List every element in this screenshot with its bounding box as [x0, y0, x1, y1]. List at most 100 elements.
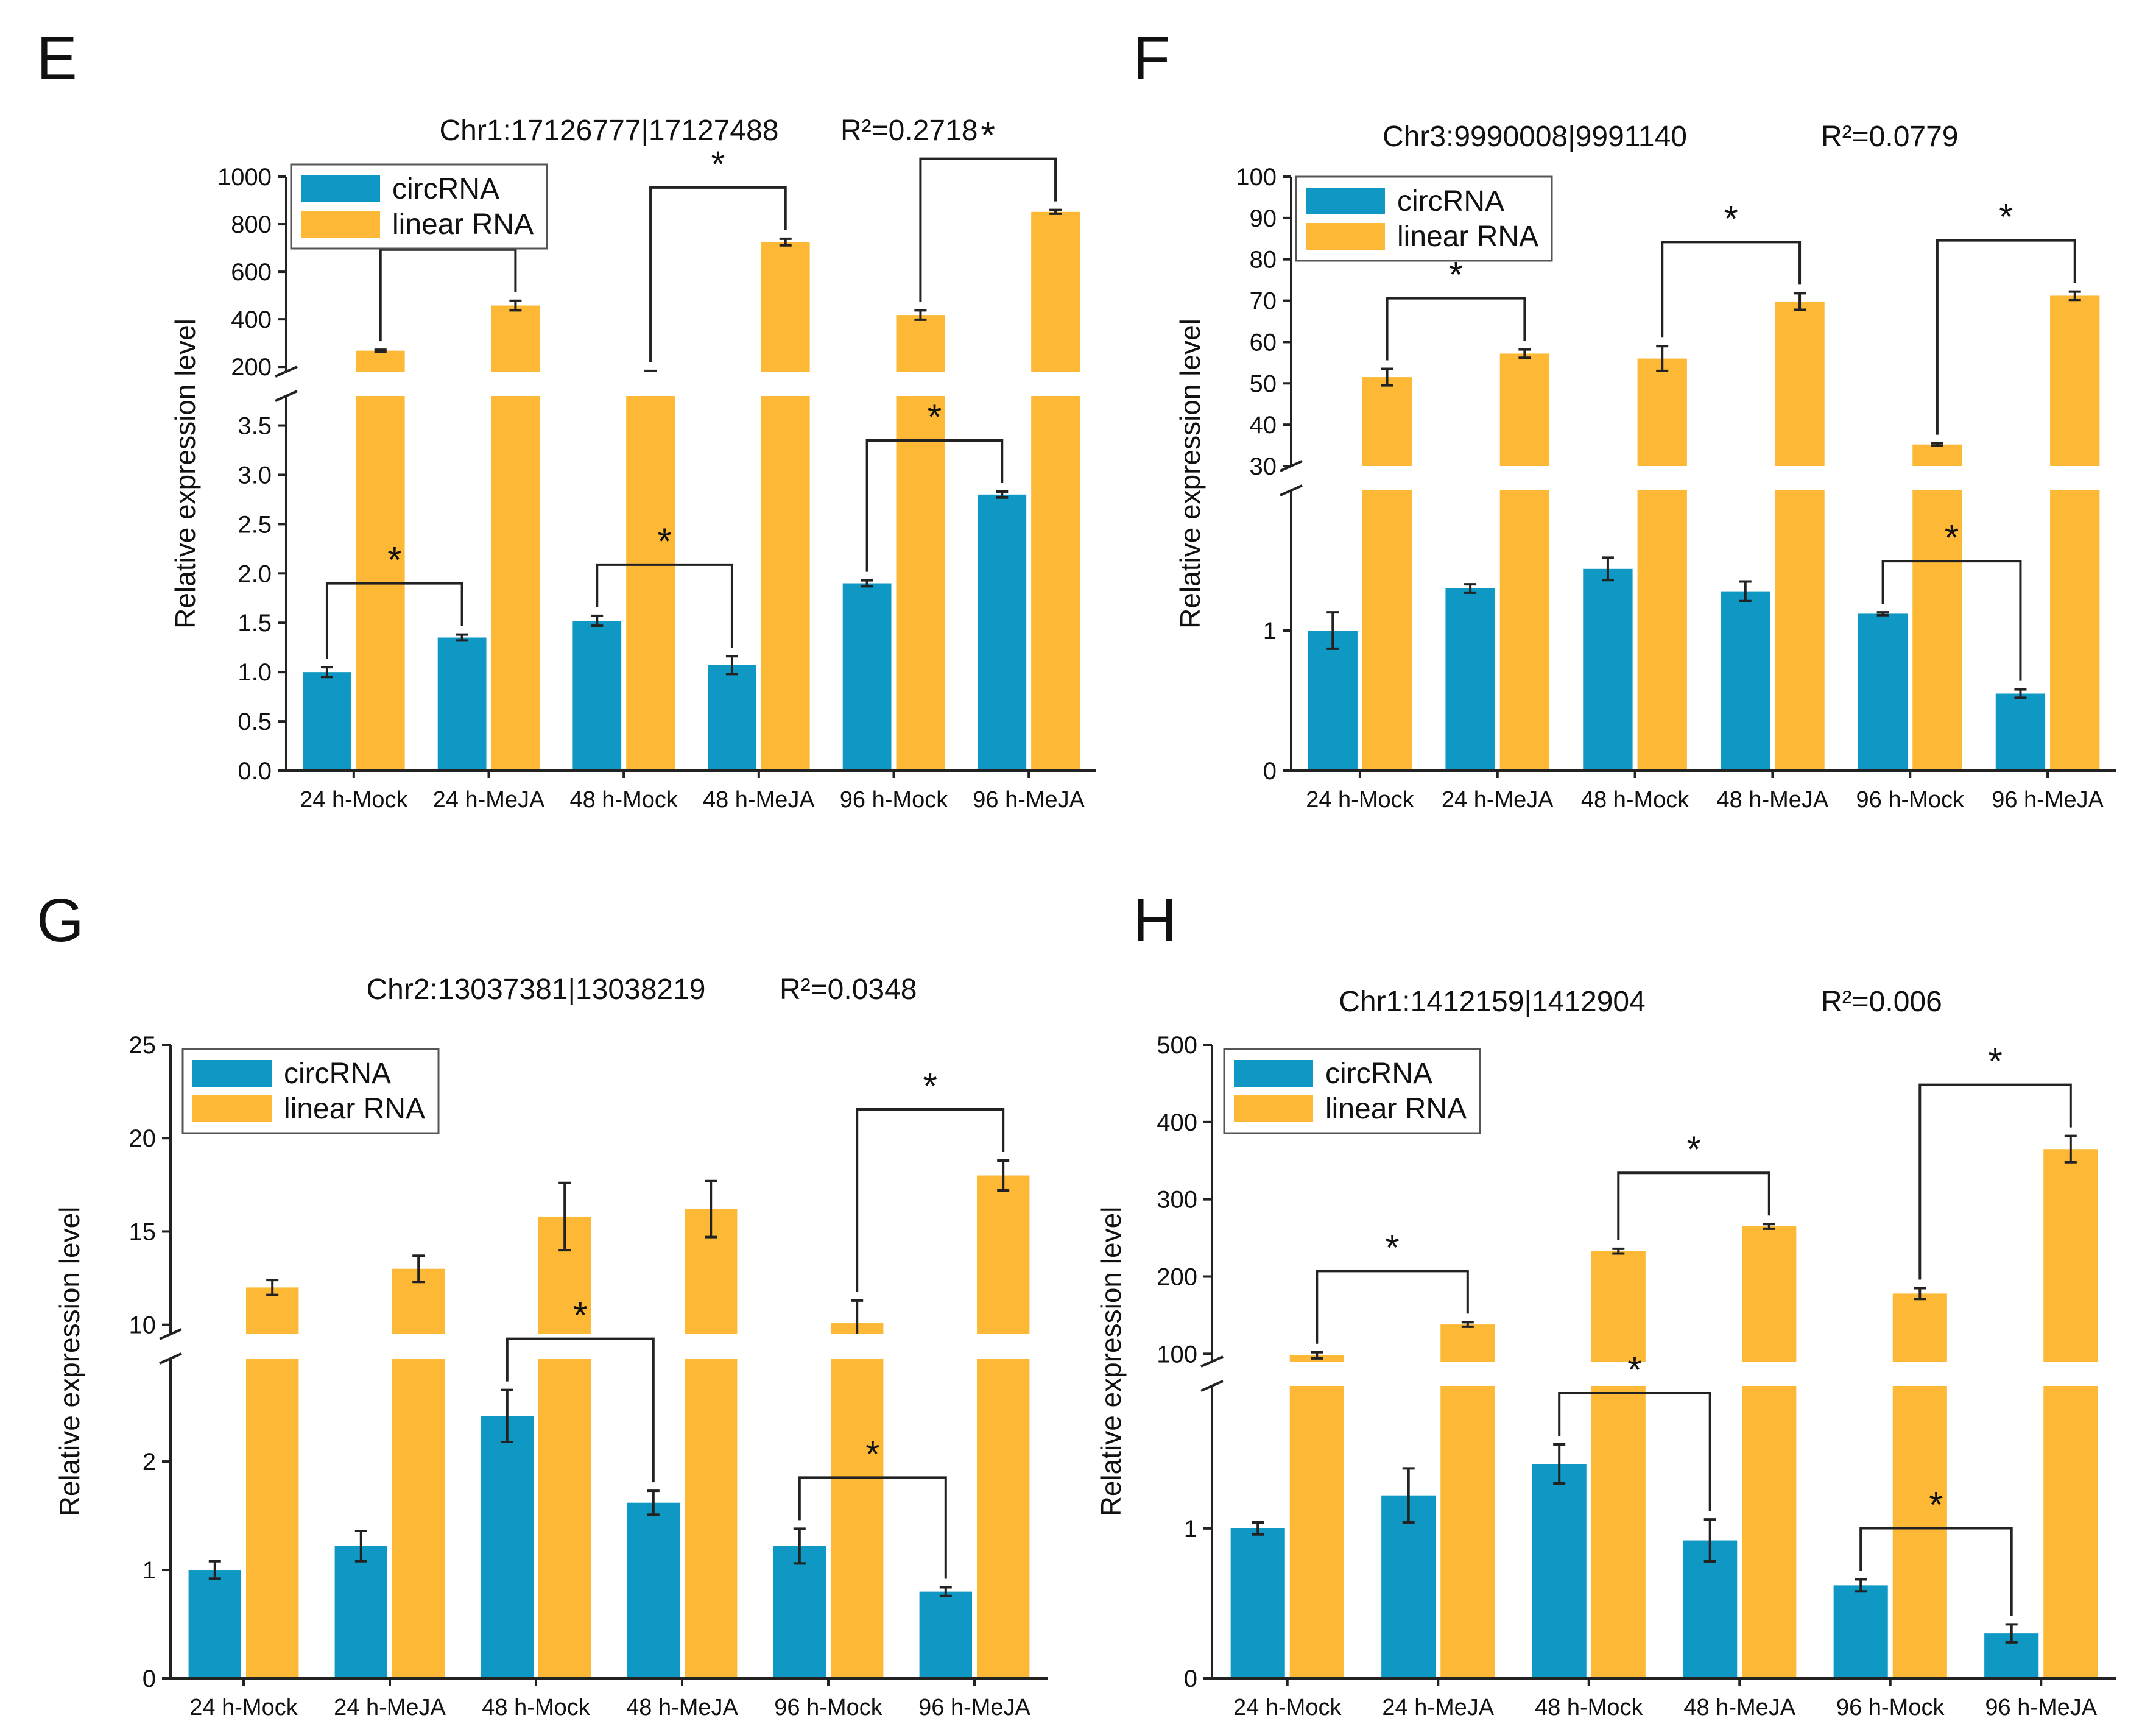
- y-tick-label: 20: [129, 1125, 157, 1152]
- axis-break-mark: [275, 366, 298, 378]
- linear-bar-3: [761, 242, 810, 771]
- x-tick-label: 24 h-MeJA: [334, 1695, 446, 1720]
- significance-star: *: [1627, 1349, 1641, 1390]
- y-axis-label: Relative expression level: [1095, 1207, 1127, 1517]
- circ-bar-0: [1230, 1528, 1285, 1678]
- x-tick-label: 24 h-MeJA: [433, 787, 545, 813]
- x-tick-label: 24 h-MeJA: [1442, 787, 1554, 813]
- significance-bracket: [856, 1108, 1005, 1292]
- significance-bracket: [379, 248, 517, 342]
- circ-bar-1: [1381, 1495, 1436, 1678]
- legend-label-linear: linear RNA: [392, 208, 534, 241]
- y-tick-label: 50: [1250, 370, 1277, 397]
- linear-bar-0: [1362, 377, 1412, 771]
- x-tick-label: 48 h-MeJA: [1717, 787, 1829, 813]
- legend-label-circ: circRNA: [392, 173, 499, 205]
- axis-break-mark: [159, 1328, 182, 1340]
- significance-bracket: [919, 157, 1057, 302]
- legend-swatch-circ: [301, 175, 380, 202]
- legend-label-linear: linear RNA: [1325, 1093, 1467, 1125]
- x-tick-label: 24 h-Mock: [1306, 787, 1414, 813]
- r-squared-label: R²=0.0779: [1821, 121, 1959, 153]
- circ-bar-5: [919, 1591, 972, 1678]
- axis-break-mark: [1200, 1380, 1224, 1392]
- significance-star: *: [923, 1065, 937, 1106]
- x-tick-label: 24 h-Mock: [300, 787, 408, 813]
- significance-bracket: [1859, 1527, 2013, 1616]
- chart-panel-e: E Chr1:17126777|17127488 R²=0.2718 200 400 60…: [37, 24, 1097, 813]
- panel-letter: G: [37, 886, 84, 955]
- circ-bar-1: [437, 637, 487, 771]
- x-tick-label: 96 h-Mock: [1856, 787, 1965, 813]
- axis-break-gap: [285, 372, 1097, 396]
- axis-break-gap: [1211, 1362, 2118, 1386]
- y-tick-label: 1000: [217, 164, 272, 191]
- y-tick-label: 200: [231, 354, 272, 381]
- significance-star: *: [865, 1433, 879, 1474]
- significance-bracket: [1386, 297, 1526, 361]
- significance-star: *: [711, 144, 725, 185]
- circ-bar-2: [1532, 1464, 1587, 1678]
- circ-bar-5: [978, 494, 1027, 771]
- linear-bar-2: [626, 372, 675, 771]
- axis-break-mark: [159, 1352, 182, 1365]
- significance-bracket: [1617, 1171, 1770, 1240]
- axis-break-mark: [275, 390, 298, 402]
- significance-star: *: [573, 1295, 587, 1336]
- linear-bar-5: [977, 1175, 1030, 1678]
- legend-swatch-circ: [1306, 188, 1385, 214]
- circ-bar-0: [188, 1570, 241, 1678]
- significance-bracket: [798, 1476, 947, 1579]
- significance-star: *: [1385, 1227, 1399, 1268]
- significance-bracket: [1558, 1392, 1711, 1511]
- y-axis-label: Relative expression level: [54, 1207, 85, 1517]
- y-tick-label: 1: [1184, 1516, 1197, 1542]
- y-tick-label: 100: [1157, 1341, 1197, 1368]
- axis-break-mark: [1280, 484, 1303, 496]
- x-tick-label: 48 h-Mock: [1535, 1695, 1643, 1720]
- significance-bracket: [865, 439, 1004, 572]
- linear-bar-2: [538, 1216, 591, 1678]
- x-tick-label: 48 h-MeJA: [626, 1695, 738, 1720]
- y-tick-label: 500: [1157, 1032, 1197, 1059]
- y-tick-label: 400: [1157, 1109, 1197, 1136]
- chart-title: Chr3:9990008|9991140: [1383, 121, 1687, 153]
- x-tick-label: 48 h-MeJA: [1683, 1695, 1795, 1720]
- chart-title: Chr1:17126777|17127488: [440, 115, 779, 147]
- linear-bar-3: [685, 1209, 738, 1678]
- y-tick-label: 0.0: [238, 758, 272, 785]
- circ-bar-0: [303, 672, 351, 771]
- x-tick-label: 24 h-MeJA: [1382, 1695, 1494, 1720]
- circ-bar-4: [773, 1546, 826, 1678]
- linear-bar-0: [1289, 1355, 1344, 1678]
- linear-bar-3: [1742, 1226, 1797, 1678]
- legend-swatch-linear: [1306, 223, 1385, 250]
- linear-bar-4: [1892, 1293, 1947, 1678]
- circ-bar-3: [708, 665, 756, 771]
- significance-star: *: [1686, 1129, 1700, 1170]
- y-tick-label: 2.5: [238, 511, 272, 538]
- circ-bar-2: [1583, 568, 1633, 771]
- y-tick-label: 25: [129, 1032, 157, 1059]
- y-tick-label: 2.0: [238, 560, 272, 587]
- significance-star: *: [1999, 197, 2013, 238]
- y-tick-label: 300: [1157, 1187, 1197, 1214]
- chart-title: Chr2:13037381|13038219: [367, 974, 706, 1006]
- circ-bar-3: [627, 1502, 680, 1678]
- r-squared-label: R²=0.006: [1821, 986, 1942, 1018]
- legend-label-circ: circRNA: [284, 1058, 391, 1090]
- y-tick-label: 200: [1157, 1263, 1197, 1290]
- y-tick-label: 1: [143, 1557, 156, 1584]
- significance-bracket: [1936, 239, 2076, 435]
- y-tick-label: 80: [1250, 247, 1277, 274]
- legend-label-circ: circRNA: [1397, 185, 1504, 217]
- linear-bar-4: [831, 1323, 884, 1678]
- circ-bar-4: [842, 583, 892, 771]
- significance-bracket: [325, 582, 463, 659]
- circ-bar-3: [1721, 591, 1770, 771]
- significance-bracket: [596, 563, 733, 648]
- legend-swatch-linear: [1234, 1095, 1313, 1122]
- chart-panel-f: F Chr3:9990008|9991140 R²=0.0779 30 40 50 60 70…: [1133, 24, 2118, 813]
